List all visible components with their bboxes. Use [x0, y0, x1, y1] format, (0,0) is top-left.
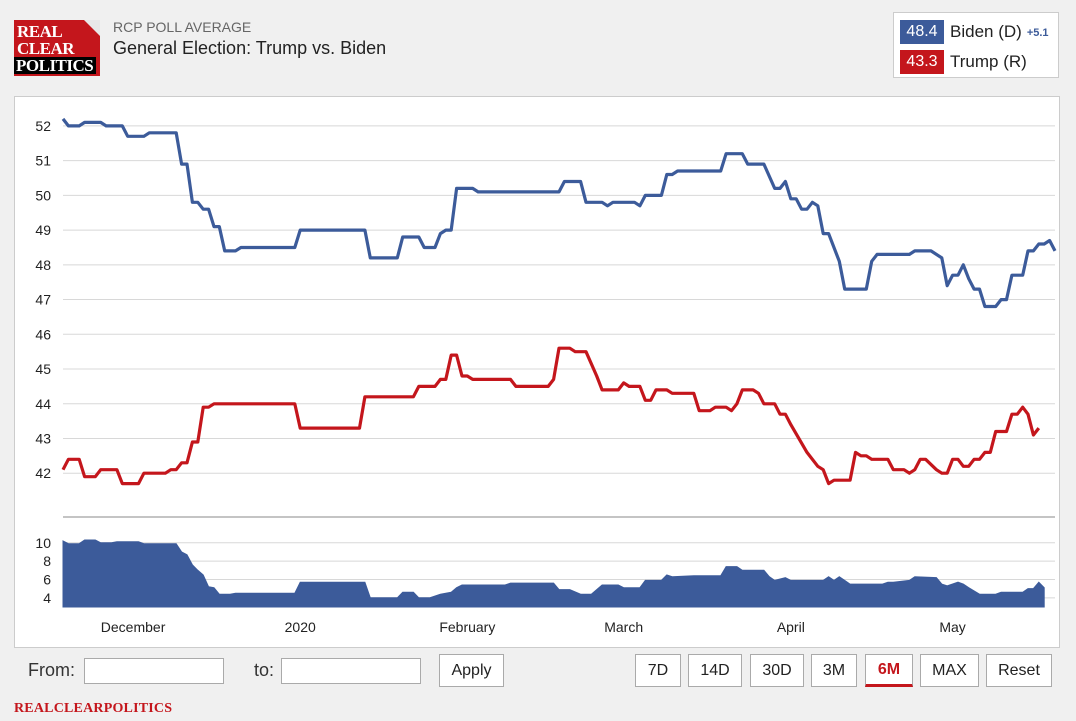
main-y-tick-label: 49 [35, 222, 51, 238]
range-6m-button[interactable]: 6M [865, 654, 913, 687]
footer-brand[interactable]: REALCLEARPOLITICS [14, 701, 173, 716]
main-y-tick-label: 46 [35, 326, 51, 342]
to-label: to: [254, 660, 275, 680]
main-y-tick-label: 43 [35, 430, 51, 446]
legend-biden-spread: +5.1 [1026, 27, 1049, 39]
x-tick-label: March [604, 619, 643, 635]
x-tick-label: May [939, 619, 965, 635]
main-y-tick-label: 48 [35, 257, 51, 273]
range-max-button[interactable]: MAX [920, 654, 979, 687]
range-7d-button[interactable]: 7D [635, 654, 681, 687]
chart-legend: 48.4 Biden (D) +5.1 43.3 Trump (R) [893, 12, 1059, 78]
logo-corner [84, 20, 100, 36]
spread-area [62, 539, 1045, 608]
apply-button[interactable]: Apply [439, 654, 504, 687]
biden-series-line [61, 117, 1057, 309]
spread-area-fill [62, 539, 1045, 608]
main-y-tick-label: 52 [35, 118, 51, 134]
spread-y-tick-label: 6 [43, 571, 51, 587]
legend-trump-name: Trump (R) [950, 52, 1027, 71]
logo-line-2: CLEAR [17, 39, 75, 58]
legend-trump-value: 43.3 [900, 50, 944, 74]
x-tick-labels: December 2020 February March April May [101, 619, 966, 635]
x-tick-label: April [777, 619, 805, 635]
chart-overline: RCP POLL AVERAGE [113, 19, 252, 35]
range-3m-button[interactable]: 3M [811, 654, 857, 687]
main-y-tick-label: 47 [35, 292, 51, 308]
range-14d-button[interactable]: 14D [688, 654, 742, 687]
legend-trump[interactable]: 43.3 Trump (R) [900, 50, 1027, 74]
chart-title: General Election: Trump vs. Biden [113, 38, 387, 58]
x-tick-label: December [101, 619, 166, 635]
legend-biden-value: 48.4 [900, 20, 944, 44]
spread-y-tick-labels: 4 6 8 10 [35, 535, 51, 606]
range-controls: From: to: Apply 7D 14D 30D 3M 6M MAX Res… [14, 648, 1060, 694]
main-y-tick-labels: 42 43 44 45 46 47 48 49 50 51 52 [35, 118, 51, 481]
chart-panel: 42 43 44 45 46 47 48 49 50 51 52 4 6 8 10 December 202… [14, 96, 1060, 648]
main-y-tick-label: 42 [35, 465, 51, 481]
x-tick-label: 2020 [285, 619, 316, 635]
main-y-tick-label: 44 [35, 396, 51, 412]
logo-line-1: REAL [17, 22, 63, 41]
main-y-tick-label: 51 [35, 153, 51, 169]
spread-y-tick-label: 8 [43, 553, 51, 569]
trump-series-line [61, 346, 1041, 486]
main-gridlines [63, 125, 1055, 474]
rcp-logo[interactable]: REAL CLEAR POLITICS [14, 20, 100, 76]
main-y-tick-label: 50 [35, 187, 51, 203]
from-date-input[interactable] [84, 658, 224, 684]
legend-biden[interactable]: 48.4 Biden (D) +5.1 [900, 20, 1049, 44]
from-label: From: [28, 660, 75, 680]
to-date-input[interactable] [281, 658, 421, 684]
series-lines [61, 117, 1057, 486]
legend-biden-name: Biden (D) [950, 22, 1022, 41]
x-tick-label: February [439, 619, 495, 635]
spread-y-tick-label: 4 [43, 590, 51, 606]
spread-y-tick-label: 10 [35, 535, 51, 551]
logo-line-3: POLITICS [14, 57, 97, 74]
main-y-tick-label: 45 [35, 361, 51, 377]
reset-button[interactable]: Reset [986, 654, 1052, 687]
range-30d-button[interactable]: 30D [750, 654, 804, 687]
